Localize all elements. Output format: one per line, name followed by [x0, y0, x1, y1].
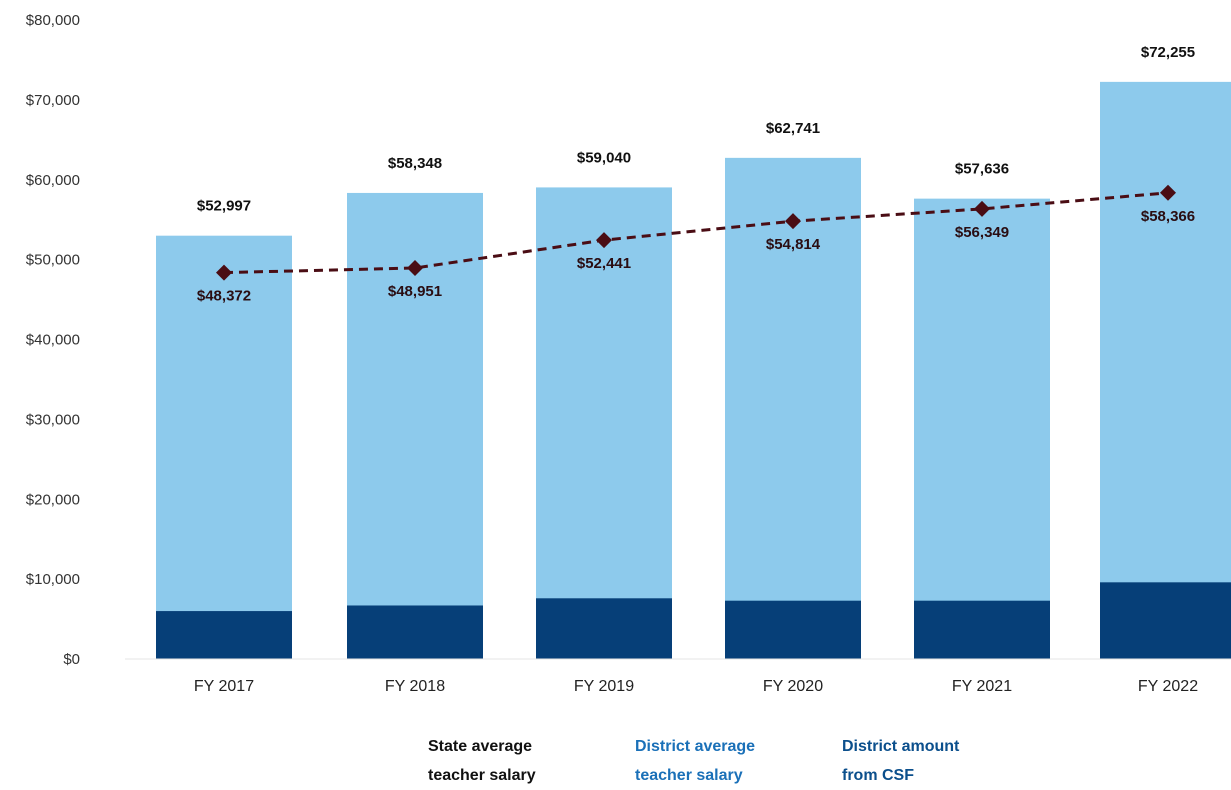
data-labels: $52,997 $48,372 $58,348 $48,951 $59,040 $52,4…: [197, 44, 1195, 305]
y-axis: $0 $10,000 $20,000 $30,000 $40,000 $50,000 $60…: [26, 12, 80, 668]
csf-amount-bar: [347, 605, 483, 659]
legend-district-label: District average teacher salary: [635, 738, 756, 784]
state-average-point: [596, 232, 612, 249]
y-tick-label: $0: [63, 651, 80, 668]
district-salary-label: $72,255: [1141, 44, 1195, 61]
district-salary-bar: [1100, 81, 1231, 660]
state-average-label: $54,814: [766, 236, 821, 253]
y-tick-label: $80,000: [26, 12, 80, 29]
x-tick-label: FY 2021: [952, 678, 1012, 695]
state-average-label: $58,366: [1141, 208, 1195, 225]
district-salary-label: $62,741: [766, 120, 820, 137]
x-tick-label: FY 2019: [574, 678, 634, 695]
state-average-point: [1160, 184, 1176, 201]
csf-amount-bar: [536, 598, 672, 659]
csf-amount-bar: [1100, 582, 1231, 659]
y-tick-label: $20,000: [26, 491, 80, 508]
csf-amount-bar: [914, 600, 1050, 659]
y-tick-label: $10,000: [26, 571, 80, 588]
y-tick-label: $30,000: [26, 411, 80, 428]
state-average-point: [407, 260, 423, 277]
y-tick-label: $50,000: [26, 252, 80, 269]
district-salary-label: $52,997: [197, 198, 251, 215]
state-average-label: $56,349: [955, 224, 1009, 241]
csf-amount-bar: [725, 600, 861, 659]
state-average-point: [216, 264, 232, 281]
x-tick-label: FY 2017: [194, 678, 254, 695]
y-tick-label: $40,000: [26, 332, 80, 349]
csf-amount-bar: [156, 611, 292, 659]
y-tick-label: $60,000: [26, 172, 80, 189]
district-salary-bar: [725, 157, 861, 659]
district-salary-label: $57,636: [955, 161, 1009, 178]
line-series: [216, 184, 1176, 281]
legend-csf-label: District amount from CSF: [842, 738, 960, 784]
x-tick-label: FY 2020: [763, 678, 823, 695]
district-salary-bar: [156, 235, 292, 659]
district-salary-bar: [536, 187, 672, 659]
district-salary-label: $59,040: [577, 149, 631, 166]
bars: [156, 81, 1231, 660]
x-tick-label: FY 2022: [1138, 678, 1198, 695]
state-average-label: $48,372: [197, 288, 251, 305]
y-tick-label: $70,000: [26, 92, 80, 109]
district-salary-bar: [914, 198, 1050, 659]
state-average-label: $52,441: [577, 255, 631, 272]
x-tick-label: FY 2018: [385, 678, 445, 695]
legend-state-label: State average teacher salary: [428, 738, 536, 784]
x-axis: FY 2017 FY 2018 FY 2019 FY 2020 FY 2021 FY 20…: [194, 678, 1198, 695]
state-average-label: $48,951: [388, 283, 442, 300]
district-salary-label: $58,348: [388, 155, 442, 172]
state-average-point: [785, 213, 801, 230]
state-average-point: [974, 200, 990, 217]
